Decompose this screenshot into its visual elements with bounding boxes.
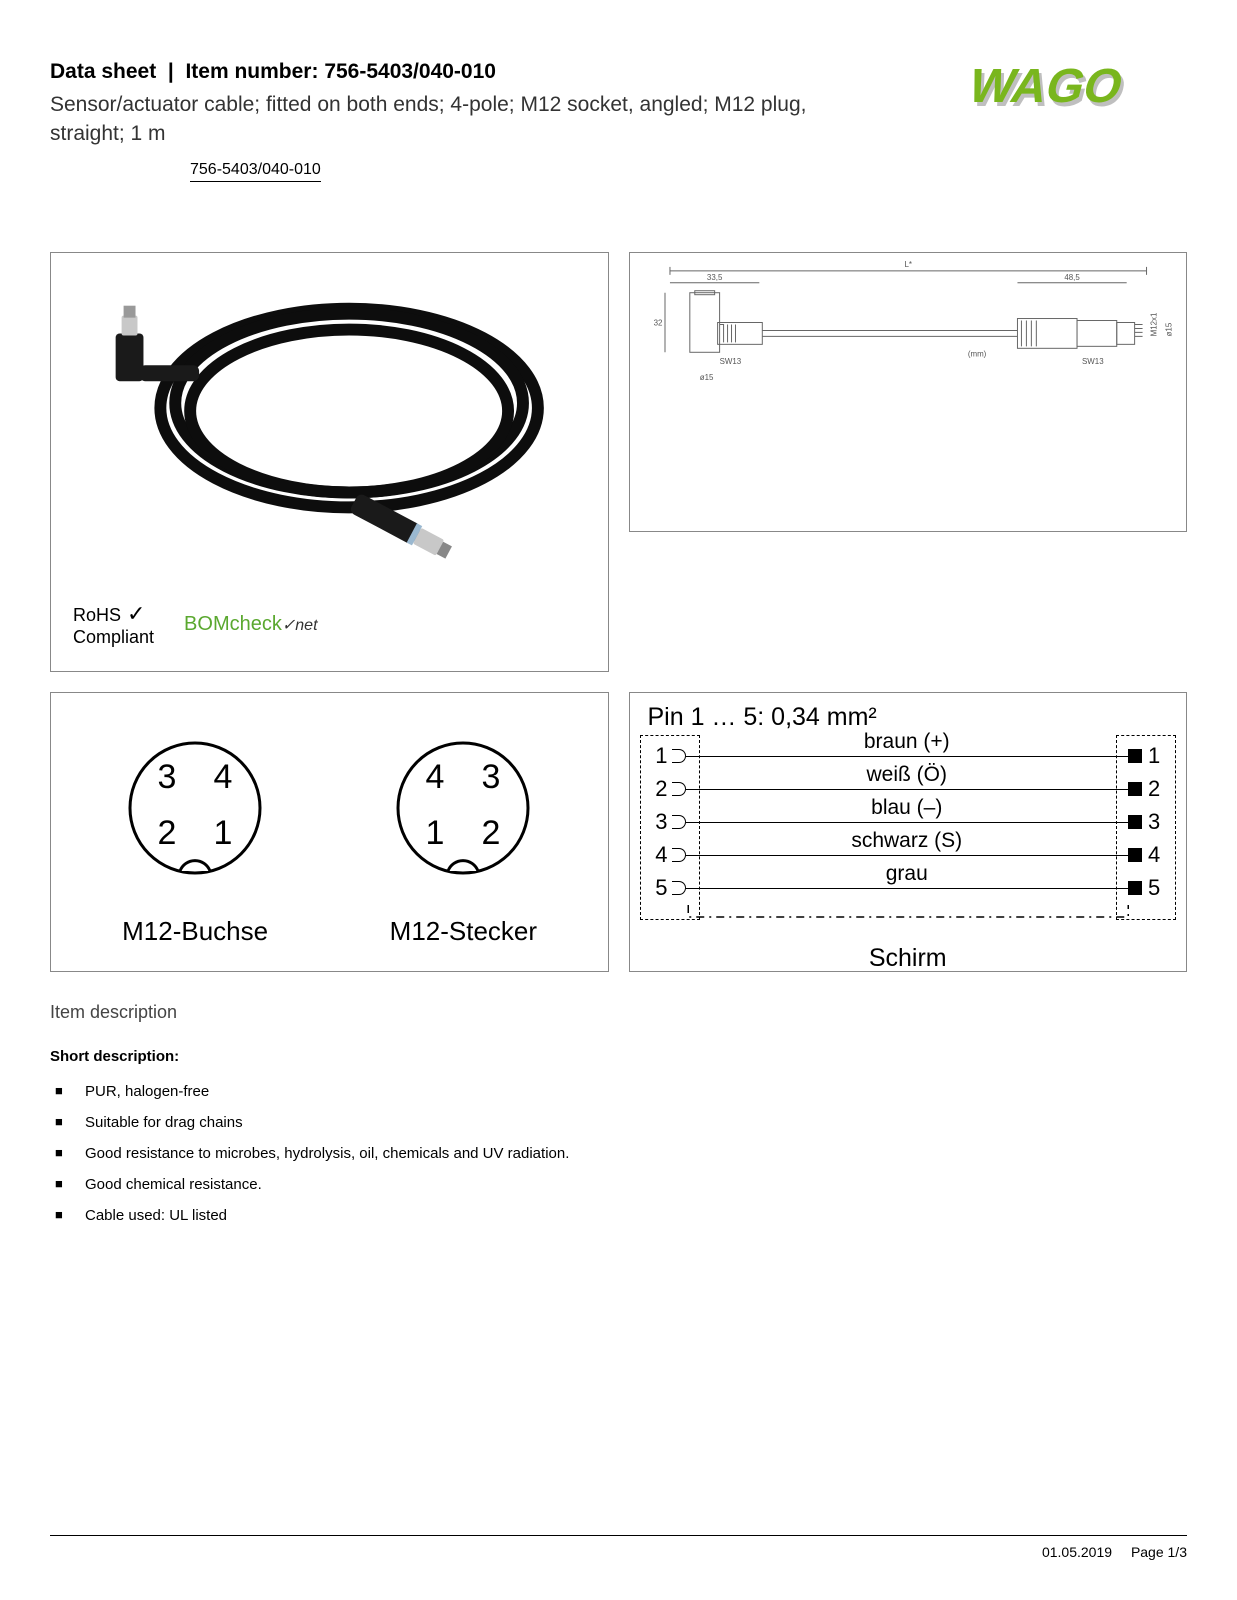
wago-logo: WAGO WAGO [947, 60, 1187, 120]
bullet-item: Good resistance to microbes, hydrolysis,… [85, 1145, 1187, 1162]
dim-thread: M12x1 [1149, 312, 1158, 336]
logo-text: WAGO [963, 60, 1129, 113]
wire-rows: 1 braun (+) 1 2 weiß (Ö) 2 3 blau (–) 3 4 schwarz … [648, 740, 1169, 905]
header-text: Data sheet | Item number: 756-5403/040-0… [50, 60, 830, 182]
wire-plug-icon [1128, 815, 1142, 829]
wire-right-num: 4 [1148, 842, 1168, 868]
dim-sw-right: SW13 [1082, 357, 1104, 366]
dim-left-w: 33,5 [706, 273, 722, 282]
compliance-badges: RoHS ✓ Compliant BOMcheck✓net [73, 601, 318, 649]
description-bullets: PUR, halogen-free Suitable for drag chain… [50, 1083, 1187, 1224]
bullet-item: Good chemical resistance. [85, 1176, 1187, 1193]
image-panels: RoHS✓ Compliant BOMcheck✓net L* 33,5 48, [50, 252, 1187, 972]
rohs-badge: RoHS ✓ Compliant [73, 601, 154, 649]
wire-label: grau [882, 862, 932, 886]
schirm-label: Schirm [648, 944, 1169, 973]
pin-2: 2 [158, 814, 177, 852]
page-footer: 01.05.2019 Page 1/3 [50, 1535, 1187, 1560]
bomcheck-badge: BOMcheck✓net [184, 613, 317, 636]
bullet-item: Suitable for drag chains [85, 1114, 1187, 1131]
wire-left-num: 1 [648, 743, 668, 769]
wire-left-num: 5 [648, 875, 668, 901]
wire-socket-icon [672, 881, 686, 895]
rohs-text: RoHS [73, 605, 121, 625]
item-number: 756-5403/040-010 [324, 60, 496, 83]
pin-2b: 2 [482, 814, 501, 852]
pin-3: 3 [158, 758, 177, 796]
wire-right-num: 3 [1148, 809, 1168, 835]
dim-sw-left: SW13 [719, 357, 741, 366]
datasheet-prefix: Data sheet [50, 60, 156, 83]
wire-right-num: 2 [1148, 776, 1168, 802]
buchse-svg: 3 4 2 1 [115, 726, 275, 896]
pin-1b: 1 [426, 814, 445, 852]
short-desc-label: Short description: [50, 1048, 1187, 1065]
wire-line: braun (+) [686, 756, 1129, 758]
footer-page: Page 1/3 [1131, 1544, 1187, 1560]
connector-stecker: 4 3 1 2 M12-Stecker [383, 726, 543, 947]
pin-4b: 4 [426, 758, 445, 796]
buchse-label: M12-Buchse [115, 916, 275, 947]
dim-unit: (mm) [967, 349, 986, 358]
footer-date: 01.05.2019 [1042, 1544, 1112, 1560]
wire-label: weiß (Ö) [863, 763, 952, 787]
wire-left-num: 4 [648, 842, 668, 868]
dim-right-w: 48,5 [1064, 273, 1080, 282]
wire-line: weiß (Ö) [686, 789, 1129, 791]
wire-left-num: 2 [648, 776, 668, 802]
stecker-svg: 4 3 1 2 [383, 726, 543, 896]
wire-plug-icon [1128, 848, 1142, 862]
wire-line: schwarz (S) [686, 855, 1129, 857]
wire-left-num: 3 [648, 809, 668, 835]
wire-right-num: 1 [1148, 743, 1168, 769]
wire-plug-icon [1128, 782, 1142, 796]
dim-length: L* [904, 260, 912, 269]
bullet-item: Cable used: UL listed [85, 1207, 1187, 1224]
dim-dia-right: ø15 [1164, 322, 1173, 336]
bullet-item: PUR, halogen-free [85, 1083, 1187, 1100]
wire-row: 5 grau 5 [648, 872, 1169, 905]
connector-buchse: 3 4 2 1 M12-Buchse [115, 726, 275, 947]
check-icon: ✓ [127, 601, 145, 626]
wire-right-num: 5 [1148, 875, 1168, 901]
dim-dia-left: ø15 [699, 373, 713, 382]
dimension-drawing-panel: L* 33,5 48,5 32 SW13 ø15 ( [629, 252, 1188, 532]
product-photo-panel: RoHS ✓ Compliant BOMcheck✓net [50, 252, 609, 672]
wire-label: braun (+) [860, 730, 954, 754]
pin-4: 4 [214, 758, 233, 796]
wire-line: grau [686, 888, 1129, 890]
title-line: Data sheet | Item number: 756-5403/040-0… [50, 60, 830, 84]
wire-socket-icon [672, 749, 686, 763]
wire-label: blau (–) [867, 796, 946, 820]
pin-1: 1 [214, 814, 233, 852]
bomcheck-net: ✓net [282, 617, 318, 634]
cable-illustration [61, 263, 598, 563]
wire-line: blau (–) [686, 822, 1129, 824]
pin-3b: 3 [482, 758, 501, 796]
bomcheck-main: BOMcheck [184, 613, 282, 635]
stecker-label: M12-Stecker [383, 916, 543, 947]
product-subtitle: Sensor/actuator cable; fitted on both en… [50, 90, 830, 149]
wire-socket-icon [672, 815, 686, 829]
item-label: Item number: [185, 60, 318, 83]
wiring-title: Pin 1 … 5: 0,34 mm² [648, 703, 1169, 732]
rohs-compliant: Compliant [73, 627, 154, 647]
dimension-drawing: L* 33,5 48,5 32 SW13 ø15 ( [630, 253, 1187, 531]
wire-plug-icon [1128, 749, 1142, 763]
header: Data sheet | Item number: 756-5403/040-0… [50, 60, 1187, 182]
wire-socket-icon [672, 782, 686, 796]
wire-plug-icon [1128, 881, 1142, 895]
wire-socket-icon [672, 848, 686, 862]
section-title: Item description [50, 1002, 1187, 1023]
wiring-panel: Pin 1 … 5: 0,34 mm² 1 braun (+) 1 2 weiß (Ö)… [629, 692, 1188, 972]
separator: | [168, 60, 174, 83]
wire-label: schwarz (S) [847, 829, 966, 853]
dim-left-h: 32 [653, 318, 662, 327]
pinout-panel: 3 4 2 1 M12-Buchse 4 3 1 2 M12-Stecker [50, 692, 609, 972]
item-number-link[interactable]: 756-5403/040-010 [190, 161, 321, 182]
